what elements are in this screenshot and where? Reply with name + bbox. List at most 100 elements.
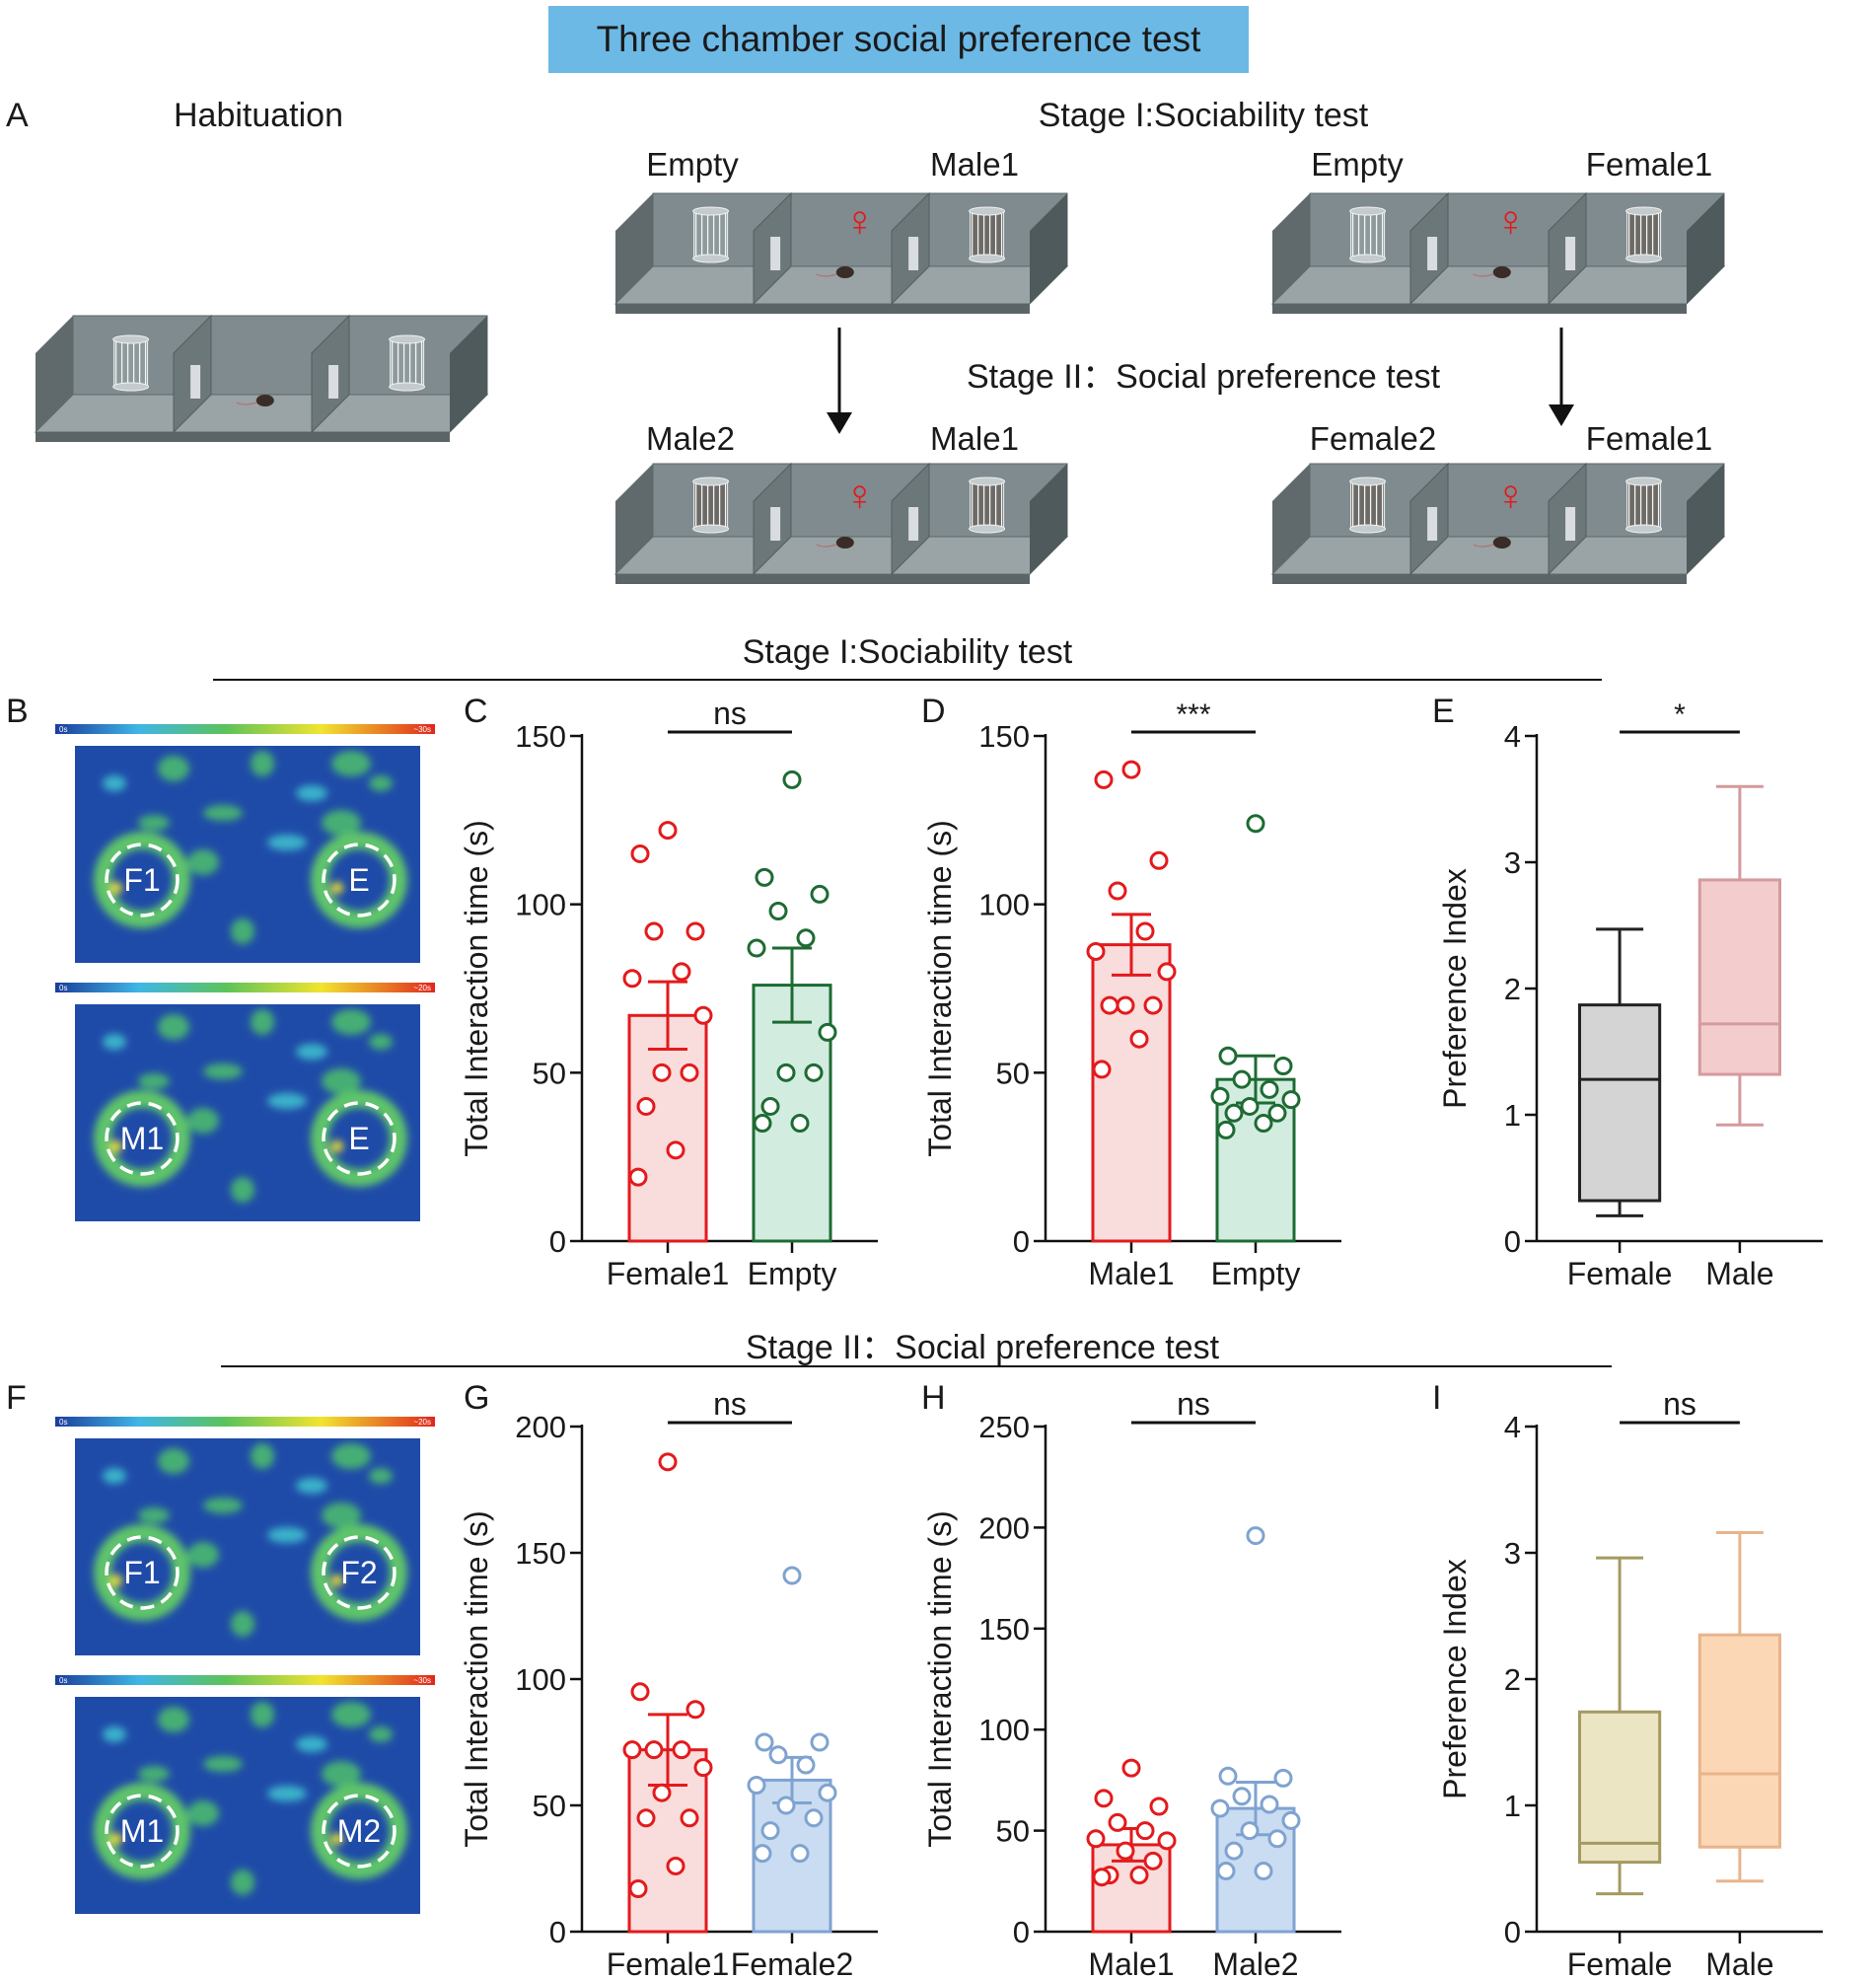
data-point: [680, 1808, 699, 1828]
data-point: [804, 1808, 824, 1828]
data-point: [1254, 1114, 1273, 1134]
data-point: [753, 1114, 772, 1134]
mouse-tail: [816, 544, 836, 548]
y-tick-label: 150: [978, 719, 1030, 754]
heatmap-2: 0s ~30s M1 M2: [55, 1675, 435, 1914]
zone-label: E: [348, 1121, 369, 1156]
data-point: [1232, 1069, 1252, 1089]
habituation-label: Habituation: [173, 97, 344, 134]
chart-h: 0 50 100 150 200 250 Male1 Male2 Total Interacti…: [922, 1391, 1341, 1980]
y-tick-label: 3: [1504, 1536, 1521, 1571]
chamber-front-rim: [1272, 304, 1687, 314]
cage-body: [693, 210, 729, 259]
y-tick-label: 200: [515, 1410, 566, 1444]
x-tick-label: Male1: [1088, 1256, 1174, 1291]
y-tick-label: 2: [1504, 1662, 1521, 1697]
exploration-blob: [251, 1443, 274, 1469]
data-point: [693, 1005, 713, 1025]
exploration-blob: [203, 805, 243, 821]
exploration-blob: [322, 1068, 361, 1094]
cage-base: [969, 524, 1006, 534]
y-tick-label: 150: [515, 719, 566, 754]
exploration-blob: [322, 1503, 361, 1528]
x-tick-label: Female: [1567, 1946, 1673, 1980]
data-point: [1092, 1060, 1112, 1079]
chamber-door: [1565, 237, 1576, 270]
x-tick-label: Female1: [607, 1946, 730, 1980]
scale-max-label: ~30s: [413, 1676, 431, 1685]
female-symbol: ♀: [1494, 472, 1527, 520]
y-tick-label: 0: [1013, 1915, 1030, 1949]
s1-right-chamber-label-right: Female1: [1585, 146, 1713, 183]
three-chamber-box: [613, 191, 1069, 314]
y-axis-label: Total Interaction time (s): [459, 820, 494, 1156]
data-point: [790, 1844, 810, 1864]
y-axis-label: Preference Index: [1437, 1559, 1473, 1799]
y-tick-label: 100: [978, 1713, 1030, 1747]
data-point: [658, 1452, 678, 1472]
data-point: [1218, 1046, 1238, 1065]
occupancy-ring: [311, 1783, 407, 1879]
chamber-door: [908, 507, 919, 541]
data-point: [755, 867, 774, 887]
data-point: [1143, 995, 1163, 1015]
y-axis-label: Total Interaction time (s): [922, 1510, 958, 1847]
significance-label: ns: [713, 700, 747, 731]
y-tick-label: 1: [1504, 1098, 1521, 1133]
s2-right-chamber-label-right: Female1: [1585, 420, 1713, 457]
exploration-blob: [138, 1073, 170, 1089]
wire-cage: [1625, 477, 1663, 534]
occupancy-ring: [94, 832, 190, 928]
data-point: [818, 1022, 837, 1042]
data-point: [1267, 1829, 1287, 1849]
data-point: [1108, 881, 1127, 901]
wire-cage: [969, 477, 1006, 534]
cage-lid: [692, 477, 730, 486]
chamber-door: [770, 507, 781, 541]
box-male: [1697, 1633, 1781, 1849]
panel-label-g: G: [464, 1379, 490, 1417]
exploration-blob: [369, 1034, 393, 1050]
wire-cage: [692, 206, 730, 263]
cage-body: [693, 480, 729, 530]
y-tick-label: 4: [1504, 719, 1521, 754]
cage-lid: [389, 334, 426, 344]
data-point: [1273, 1768, 1293, 1788]
data-point: [644, 1740, 664, 1760]
y-tick-label: 0: [1504, 1915, 1521, 1949]
axes: 0 1 2 3 4 Female Male Preference Index: [1437, 1410, 1823, 1980]
x-tick-label: Male: [1705, 1256, 1773, 1291]
y-tick-label: 100: [515, 888, 566, 922]
wire-cage: [692, 477, 730, 534]
exploration-blob: [203, 1063, 243, 1079]
s2-right-chamber-label: Female2: [1309, 420, 1437, 457]
x-tick-label: Empty: [1211, 1256, 1301, 1291]
x-tick-label: Male: [1705, 1946, 1773, 1980]
data-point: [630, 843, 650, 863]
significance-label: ns: [1663, 1391, 1696, 1422]
significance-label: ns: [713, 1391, 747, 1422]
exploration-blob: [251, 1009, 274, 1035]
interaction-zone: [322, 1101, 397, 1176]
data-point: [622, 1740, 642, 1760]
color-scale-bar: [55, 1675, 435, 1685]
data-point: [628, 1878, 648, 1898]
mouse: [1492, 537, 1511, 549]
exploration-blob: [187, 1108, 219, 1134]
data-point: [666, 1856, 685, 1875]
y-tick-label: 250: [978, 1410, 1030, 1444]
x-tick-label: Female: [1567, 1256, 1673, 1291]
exploration-blob: [296, 1044, 327, 1060]
s1-left-chamber-label-right: Male1: [930, 146, 1019, 183]
chamber-front-rim: [615, 304, 1030, 314]
data-point: [1086, 1829, 1106, 1849]
chamber-door: [1427, 237, 1438, 270]
data-point: [622, 969, 642, 989]
cage-lid: [1625, 477, 1663, 486]
x-tick-label: Empty: [748, 1256, 837, 1291]
data-point: [644, 921, 664, 941]
exploration-blob: [231, 918, 254, 944]
s2-left-chamber-label-right: Male1: [930, 420, 1019, 457]
data-point: [747, 938, 766, 958]
exploration-blob: [203, 1498, 243, 1513]
